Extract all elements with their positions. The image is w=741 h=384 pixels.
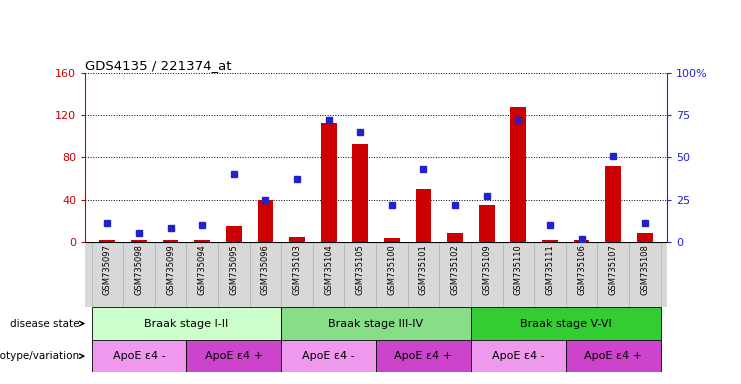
Text: GSM735101: GSM735101 [419,244,428,295]
Bar [574,240,589,242]
Bar [534,242,565,307]
Bar [258,200,273,242]
Bar [502,242,534,307]
Bar [439,242,471,307]
Text: ApoE ε4 -: ApoE ε4 - [113,351,165,361]
Bar [447,233,463,242]
Text: GSM735094: GSM735094 [198,244,207,295]
Bar [597,242,629,307]
Bar [250,242,282,307]
Bar [565,340,660,372]
Bar [471,340,565,372]
Text: GSM735107: GSM735107 [608,244,618,295]
Bar [155,242,187,307]
Bar [471,242,502,307]
Bar [629,242,660,307]
Bar [131,240,147,242]
Bar [282,307,471,340]
Text: GSM735109: GSM735109 [482,244,491,295]
Text: GDS4135 / 221374_at: GDS4135 / 221374_at [85,59,232,72]
Bar [384,238,399,242]
Text: GSM735103: GSM735103 [293,244,302,295]
Text: Braak stage V-VI: Braak stage V-VI [520,318,611,329]
Text: GSM735105: GSM735105 [356,244,365,295]
Text: GSM735098: GSM735098 [134,244,144,295]
Bar [637,233,653,242]
Text: GSM735100: GSM735100 [388,244,396,295]
Text: ApoE ε4 +: ApoE ε4 + [205,351,263,361]
Bar [321,122,336,242]
Bar [187,242,218,307]
Text: GSM735102: GSM735102 [451,244,459,295]
Bar [194,240,210,242]
Bar [289,237,305,242]
Bar [511,107,526,242]
Bar [605,166,621,242]
Bar [92,242,123,307]
Text: ApoE ε4 +: ApoE ε4 + [394,351,453,361]
Text: disease state: disease state [10,318,79,329]
Bar [376,242,408,307]
Bar [353,144,368,242]
Text: GSM735110: GSM735110 [514,244,523,295]
Bar [226,226,242,242]
Bar [542,240,558,242]
Text: ApoE ε4 -: ApoE ε4 - [302,351,355,361]
Bar [408,242,439,307]
Text: GSM735095: GSM735095 [229,244,239,295]
Bar [99,240,116,242]
Text: ApoE ε4 -: ApoE ε4 - [492,351,545,361]
Bar [479,205,494,242]
Text: GSM735111: GSM735111 [545,244,554,295]
Bar [123,242,155,307]
Bar [218,242,250,307]
Text: Braak stage III-IV: Braak stage III-IV [328,318,424,329]
Text: GSM735097: GSM735097 [103,244,112,295]
Bar [313,242,345,307]
Text: GSM735108: GSM735108 [640,244,649,295]
Text: GSM735106: GSM735106 [577,244,586,295]
Bar [163,240,179,242]
Text: GSM735104: GSM735104 [324,244,333,295]
Bar [282,242,313,307]
Bar [187,340,282,372]
Text: GSM735096: GSM735096 [261,244,270,295]
Bar [92,307,282,340]
Bar [376,340,471,372]
Text: Braak stage I-II: Braak stage I-II [144,318,228,329]
Text: genotype/variation: genotype/variation [0,351,79,361]
Bar [416,189,431,242]
Text: ApoE ε4 +: ApoE ε4 + [584,351,642,361]
Text: GSM735099: GSM735099 [166,244,175,295]
Bar [565,242,597,307]
Bar [282,340,376,372]
Bar [345,242,376,307]
Bar [92,340,187,372]
Bar [471,307,660,340]
